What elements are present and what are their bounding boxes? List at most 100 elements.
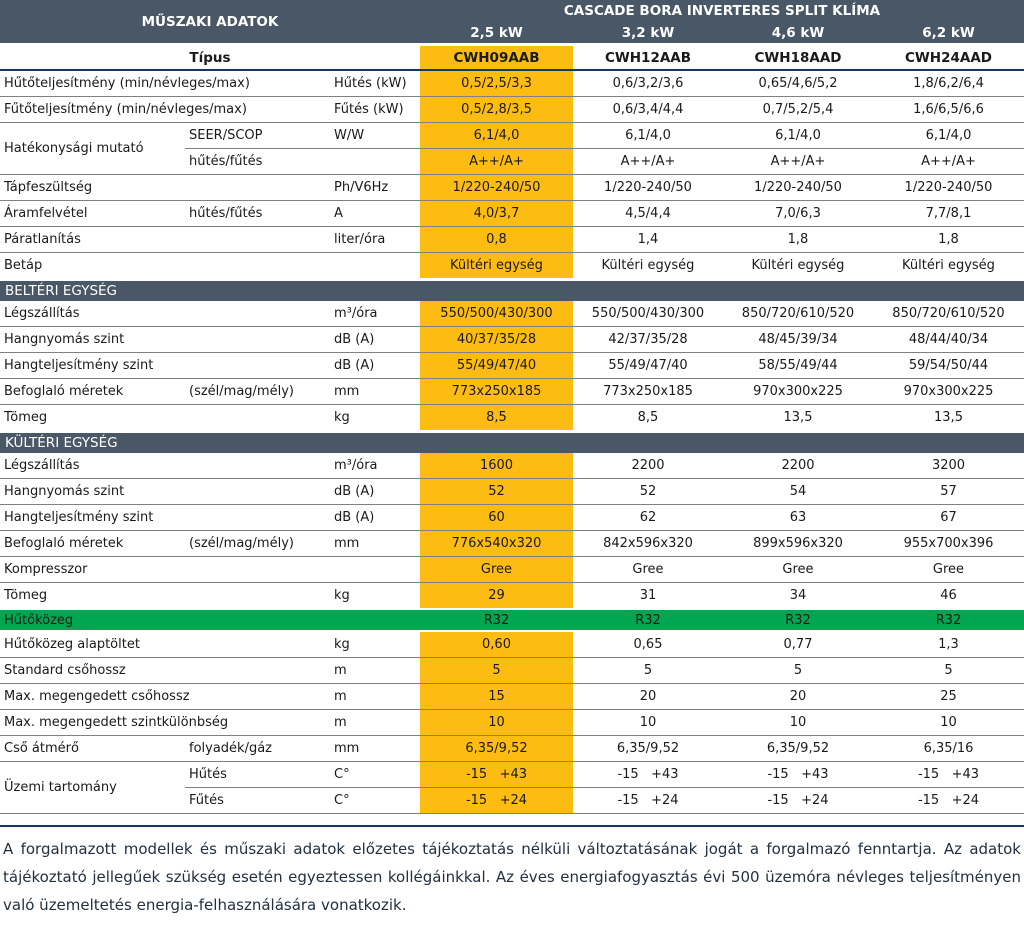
value-cell: 970x300x225 <box>873 378 1024 404</box>
row-unit: Ph/V6Hz <box>330 174 420 200</box>
value-cell: 1,8 <box>723 226 873 252</box>
type-row: Típus CWH09AAB CWH12AAB CWH18AAD CWH24AA… <box>0 43 1024 71</box>
value-cell: 0,77 <box>783 637 813 652</box>
spec-row: Tápfeszültség Ph/V6Hz 1/220-240/50 1/220-24… <box>0 174 1024 200</box>
value-cell: 2200 <box>781 458 815 473</box>
spec-row: Cső átmérő folyadék/gáz mm 6,35/9,52 6,35/9,… <box>0 735 1024 761</box>
row-label: Befoglaló méretek <box>0 378 185 404</box>
row-unit: m³/óra <box>334 458 378 473</box>
value-cell: -15 +43 <box>723 761 873 787</box>
value-cell: 52 <box>573 478 723 504</box>
value-cell: 0,5/2,8/3,5 <box>420 96 573 122</box>
spec-row: Légszállítás m³/óra 550/500/430/300 550/500… <box>0 301 1024 326</box>
section-header-row: KÜLTÉRI EGYSÉG <box>0 430 1024 453</box>
value-cell: 0,8 <box>420 226 573 252</box>
value-cell: 8,5 <box>420 404 573 430</box>
value-cell: 10 <box>573 709 723 735</box>
value-cell: 4,0/3,7 <box>420 200 573 226</box>
value-cell: 1/220-240/50 <box>873 174 1024 200</box>
row-unit <box>330 556 420 582</box>
spec-row: Tömeg kg 29 31 34 46 <box>0 582 1024 608</box>
row-label: Hűtőközeg alaptöltet <box>4 637 140 652</box>
spec-row: Légszállítás m³/óra 1600 2200 2200 3200 <box>0 453 1024 478</box>
spec-row: Áramfelvétel hűtés/fűtés A 4,0/3,7 4,5/4,4 7,… <box>0 200 1024 226</box>
row-unit: kg <box>330 582 420 608</box>
value-cell: -15 +24 <box>573 787 723 814</box>
row-group-label: Üzemi tartomány <box>0 761 185 814</box>
row-unit: dB (A) <box>330 326 420 352</box>
value-cell: 842x596x320 <box>573 530 723 556</box>
product-title: CASCADE BORA INVERTERES SPLIT KLÍMA <box>420 0 1024 22</box>
row-sub-label: Hűtés <box>185 761 330 787</box>
capacity-header: 6,2 kW <box>873 22 1024 43</box>
row-unit: dB (A) <box>330 352 420 378</box>
value-cell: Gree <box>873 556 1024 582</box>
row-unit: m <box>330 657 420 683</box>
value-cell: 2200 <box>631 458 665 473</box>
value-cell: A++/A+ <box>723 148 873 174</box>
value-cell: 55/49/47/40 <box>420 352 573 378</box>
value-cell: 6,35/9,52 <box>420 735 573 761</box>
row-unit: mm <box>330 735 420 761</box>
row-unit <box>330 148 420 174</box>
value-cell: Gree <box>573 556 723 582</box>
value-cell: 60 <box>420 504 573 530</box>
spec-row: Fűtés C° -15 +24 -15 +24 -15 +24 -15 +24 <box>0 787 1024 814</box>
section-title: KÜLTÉRI EGYSÉG <box>0 430 1024 453</box>
row-unit: mm <box>330 378 420 404</box>
value-cell: 1,3 <box>938 637 959 652</box>
row-unit: kg <box>330 404 420 430</box>
value-cell: A++/A+ <box>420 148 573 174</box>
spec-row: Max. megengedett csőhossz m 15 20 20 25 <box>0 683 1024 709</box>
row-label: Hangteljesítmény szint <box>0 504 330 530</box>
row-label: Max. megengedett szintkülönbség <box>0 709 330 735</box>
value-cell: 0,7/5,2/5,4 <box>723 96 873 122</box>
value-cell: 5 <box>723 657 873 683</box>
value-cell: 15 <box>420 683 573 709</box>
row-sub-label: Fűtés <box>185 787 330 814</box>
value-cell: 550/500/430/300 <box>420 301 573 326</box>
value-cell: 13,5 <box>723 404 873 430</box>
table-header-row: MŰSZAKI ADATOK CASCADE BORA INVERTERES S… <box>0 0 1024 43</box>
value-cell: -15 +24 <box>723 787 873 814</box>
value-cell: 955x700x396 <box>873 530 1024 556</box>
row-label: Max. megengedett csőhossz <box>0 683 330 709</box>
spec-row: Fűtőteljesítmény (min/névleges/max) Fűtés… <box>0 96 1024 122</box>
spec-row: Max. megengedett szintkülönbség m 10 10 10 10 <box>0 709 1024 735</box>
spec-row: Hangnyomás szint dB (A) 40/37/35/28 42/37/3… <box>0 326 1024 352</box>
value-cell: 62 <box>573 504 723 530</box>
value-cell: 773x250x185 <box>573 378 723 404</box>
value-cell: Gree <box>420 556 573 582</box>
spec-row: Befoglaló méretek (szél/mag/mély) mm 776x54… <box>0 530 1024 556</box>
model-name: CWH18AAD <box>723 43 873 71</box>
type-label: Típus <box>0 43 420 71</box>
row-unit: m³/óra <box>334 306 378 321</box>
value-cell: 0,5/2,5/3,3 <box>420 71 573 96</box>
spec-row: Hangteljesítmény szint dB (A) 55/49/47/40 5… <box>0 352 1024 378</box>
row-sub-label: SEER/SCOP <box>185 122 330 148</box>
spec-row: Páratlanítás liter/óra 0,8 1,4 1,8 1,8 <box>0 226 1024 252</box>
value-cell: 6,35/9,52 <box>573 735 723 761</box>
value-cell: 54 <box>723 478 873 504</box>
row-unit: m <box>330 709 420 735</box>
value-cell: 20 <box>573 683 723 709</box>
model-name: CWH24AAD <box>873 43 1024 71</box>
capacity-header: 4,6 kW <box>723 22 873 43</box>
value-cell: 57 <box>873 478 1024 504</box>
value-cell: Kültéri egység <box>573 252 723 278</box>
row-unit: dB (A) <box>330 504 420 530</box>
value-cell: -15 +24 <box>420 787 573 814</box>
value-cell: 850/720/610/520 <box>741 306 855 321</box>
spec-row: Standard csőhossz m 5 5 5 5 <box>0 657 1024 683</box>
row-sub-label: folyadék/gáz <box>185 735 330 761</box>
spec-row: Betáp Kültéri egység Kültéri egység Kültéri… <box>0 252 1024 278</box>
row-label: Hűtőteljesítmény (min/névleges/max) <box>4 76 250 91</box>
row-label: Befoglaló méretek <box>0 530 185 556</box>
row-label: Tömeg <box>0 404 330 430</box>
value-cell: A++/A+ <box>873 148 1024 174</box>
value-cell: 1/220-240/50 <box>723 174 873 200</box>
value-cell: 6,1/4,0 <box>420 122 573 148</box>
section-title: BELTÉRI EGYSÉG <box>0 278 1024 301</box>
value-cell: 970x300x225 <box>723 378 873 404</box>
value-cell: 52 <box>420 478 573 504</box>
